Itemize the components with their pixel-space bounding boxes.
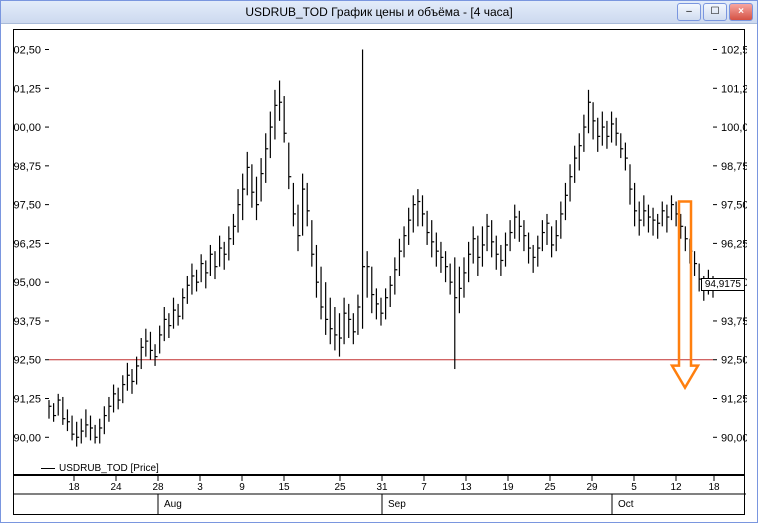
svg-text:25: 25 [334,482,346,493]
x-axis-svg: 18 24 28 3 9 15 25 31 7 13 19 25 29 5 12 18 Aug Sep Oct [14,476,746,514]
svg-text:15: 15 [278,482,290,493]
x-axis: 18 24 28 3 9 15 25 31 7 13 19 25 29 5 12 18 Aug Sep Oct [13,475,745,515]
svg-text:5: 5 [631,482,637,493]
last-price-label: 94,9175 [701,278,745,291]
svg-text:7: 7 [421,482,427,493]
svg-text:31: 31 [376,482,388,493]
legend-text: USDRUB_TOD [Price] [59,463,159,474]
svg-text:28: 28 [152,482,164,493]
svg-text:18: 18 [708,482,720,493]
close-button[interactable]: × [729,3,753,21]
svg-text:9: 9 [239,482,245,493]
svg-text:Aug: Aug [164,499,182,510]
window-buttons: – ☐ × [677,3,753,21]
chart-legend: USDRUB_TOD [Price] [37,462,163,475]
minimize-button[interactable]: – [677,3,701,21]
svg-text:24: 24 [110,482,122,493]
svg-text:25: 25 [544,482,556,493]
svg-text:19: 19 [502,482,514,493]
maximize-button[interactable]: ☐ [703,3,727,21]
svg-text:Oct: Oct [618,499,634,510]
svg-text:18: 18 [68,482,80,493]
chart-area[interactable]: 90,0090,0091,2591,2592,5092,5093,7593,75… [13,29,745,475]
svg-text:3: 3 [197,482,203,493]
svg-text:13: 13 [460,482,472,493]
window-title: USDRUB_TOD График цены и объёма - [4 час… [245,5,512,19]
chart-window: USDRUB_TOD График цены и объёма - [4 час… [0,0,758,523]
svg-text:Sep: Sep [388,499,406,510]
titlebar[interactable]: USDRUB_TOD График цены и объёма - [4 час… [1,1,757,24]
svg-text:29: 29 [586,482,598,493]
svg-text:12: 12 [670,482,682,493]
